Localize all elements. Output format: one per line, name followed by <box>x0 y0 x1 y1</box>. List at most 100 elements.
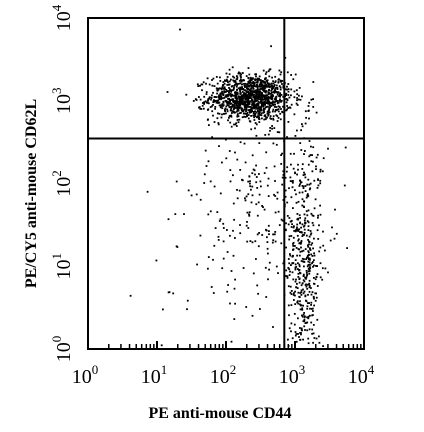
data-point <box>235 95 238 98</box>
data-point <box>287 267 290 269</box>
data-point <box>228 99 231 101</box>
data-point <box>346 247 348 249</box>
data-point <box>218 145 220 147</box>
data-point <box>306 307 309 310</box>
data-point <box>292 278 295 281</box>
data-point <box>311 291 314 293</box>
data-point <box>216 89 219 92</box>
data-point <box>253 82 256 84</box>
data-point <box>318 224 320 227</box>
data-point <box>300 226 302 229</box>
data-point <box>222 100 225 103</box>
data-point <box>240 112 242 114</box>
data-point <box>222 222 225 225</box>
data-point <box>264 134 267 136</box>
data-point <box>324 267 327 270</box>
data-point <box>304 276 306 279</box>
data-point <box>262 107 265 110</box>
data-point <box>251 110 253 112</box>
data-point <box>207 256 210 258</box>
data-point <box>239 90 241 92</box>
data-point <box>319 262 322 265</box>
data-point <box>234 97 237 100</box>
data-point <box>315 337 318 340</box>
data-point <box>247 81 250 84</box>
data-point <box>252 82 255 85</box>
data-point <box>252 90 254 93</box>
data-point <box>251 314 254 317</box>
data-point <box>270 93 272 95</box>
data-point <box>287 338 289 341</box>
data-point <box>245 103 248 106</box>
data-point <box>229 106 232 108</box>
data-point <box>271 93 274 96</box>
data-point <box>237 102 240 105</box>
data-point <box>228 80 231 83</box>
data-point <box>294 245 296 247</box>
data-point <box>263 111 266 114</box>
data-point <box>287 258 290 260</box>
data-point <box>297 228 299 231</box>
data-point <box>244 97 246 100</box>
data-point <box>208 83 211 86</box>
data-point <box>313 207 316 210</box>
data-point <box>213 121 216 123</box>
data-point <box>308 328 311 331</box>
data-point <box>234 101 236 104</box>
data-point <box>252 114 255 117</box>
data-point <box>256 99 258 102</box>
data-point <box>246 97 248 100</box>
data-point <box>272 80 274 83</box>
data-point <box>257 117 260 120</box>
data-point <box>275 265 278 268</box>
data-point <box>294 135 297 137</box>
data-point <box>290 330 292 333</box>
data-point <box>306 220 309 222</box>
data-point <box>300 240 303 242</box>
data-point <box>246 240 249 243</box>
data-point <box>256 233 259 236</box>
data-point <box>205 93 208 95</box>
data-point <box>249 182 251 185</box>
data-point <box>272 103 275 106</box>
data-point <box>270 104 272 107</box>
data-point <box>299 304 302 307</box>
data-point <box>256 110 259 113</box>
data-point <box>280 108 282 110</box>
data-point <box>229 100 231 103</box>
data-point <box>280 163 283 165</box>
data-point <box>289 253 291 255</box>
data-point <box>248 89 251 92</box>
data-point <box>262 88 265 91</box>
data-point <box>276 102 279 105</box>
data-point <box>207 213 210 216</box>
data-point <box>224 88 226 90</box>
data-point <box>286 71 289 74</box>
data-point <box>224 80 227 82</box>
data-point <box>236 98 238 101</box>
data-point <box>218 97 221 99</box>
data-point <box>129 294 132 297</box>
data-point <box>231 105 234 108</box>
data-point <box>292 294 295 296</box>
data-point <box>167 291 170 294</box>
data-point <box>218 104 221 107</box>
data-point <box>211 94 213 97</box>
data-point <box>312 224 315 227</box>
data-point <box>331 226 333 229</box>
data-point <box>222 81 225 83</box>
data-point <box>240 97 243 99</box>
data-point <box>299 231 301 233</box>
data-point <box>280 100 282 103</box>
data-point <box>310 308 313 310</box>
data-point <box>248 85 250 88</box>
data-point <box>273 127 276 129</box>
data-point <box>207 160 210 163</box>
data-point <box>308 254 310 256</box>
data-point <box>307 163 310 166</box>
data-point <box>252 81 254 83</box>
data-point <box>302 313 305 316</box>
data-point <box>236 189 238 191</box>
data-point <box>294 268 297 271</box>
data-point <box>198 106 200 109</box>
